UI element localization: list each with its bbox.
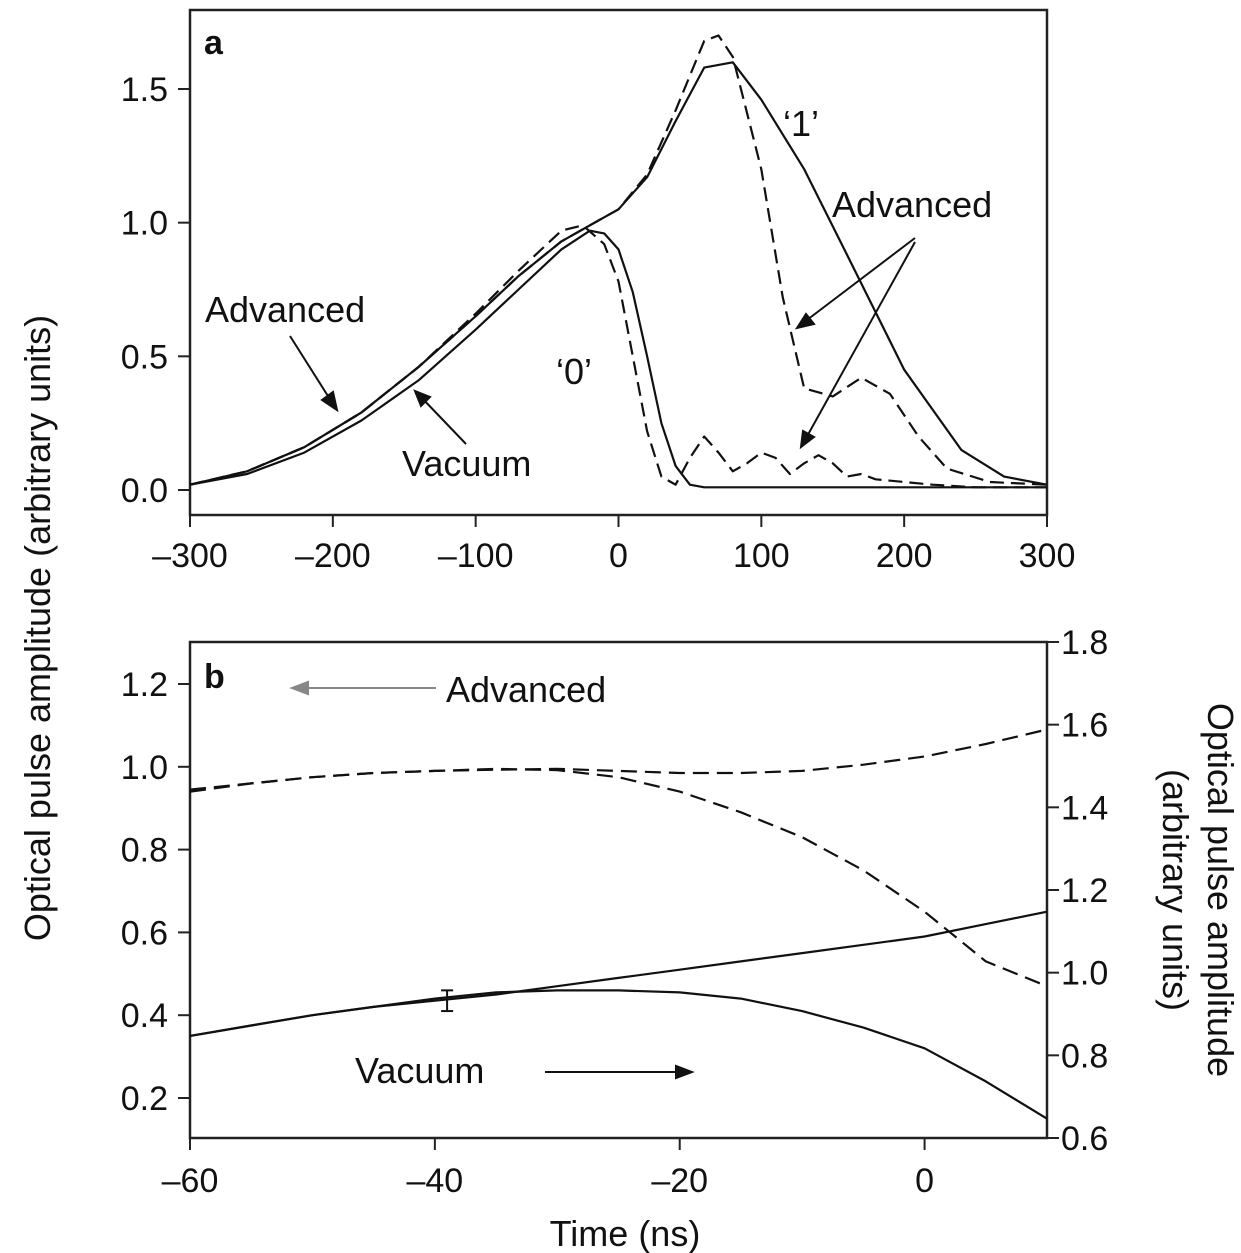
a-series-line-3 xyxy=(189,229,1047,489)
b-series-line-2 xyxy=(189,767,1048,988)
b-y-right-tick-label: 1.6 xyxy=(1061,707,1108,745)
panel-a-series xyxy=(189,34,1048,489)
b-y-left-tick-label: 1.0 xyxy=(121,749,168,787)
panel-a-ticks: –300 –200 –100 0 100 200 300 0.0 0.5 1.0 1.5 xyxy=(121,71,1076,575)
y-axis-title-right-line1: Optical pulse amplitude xyxy=(1200,703,1241,1077)
a-vacuum-arrow xyxy=(419,395,467,445)
a-advanced-right-arrowhead-lower xyxy=(799,429,816,450)
a-x-tick-label: –100 xyxy=(438,537,514,575)
a-advanced-right-label: Advanced xyxy=(832,184,992,225)
panel-b-frame xyxy=(188,640,1049,1140)
b-y-right-tick-label: 1.0 xyxy=(1061,955,1108,993)
b-y-right-tick-label: 1.8 xyxy=(1061,624,1108,662)
a-series-line-4 xyxy=(189,224,1047,489)
b-series-line-4 xyxy=(189,989,1048,1120)
b-y-left-tick-label: 0.2 xyxy=(121,1080,168,1118)
a-advanced-right-arrowhead-upper xyxy=(794,312,816,330)
b-y-right-tick-label: 1.4 xyxy=(1061,789,1108,827)
a-series-line-2 xyxy=(189,34,1048,486)
a-x-tick-label: –200 xyxy=(295,537,371,575)
a-advanced-left-arrowhead xyxy=(320,390,339,413)
a-advanced-right-arrow-upper xyxy=(802,237,916,324)
b-y-left-tick-label: 0.4 xyxy=(121,997,168,1035)
b-series-line-3 xyxy=(189,910,1048,1037)
a-advanced-left-label: Advanced xyxy=(205,289,365,330)
a-vacuum-label: Vacuum xyxy=(402,443,531,484)
b-y-right-tick-label: 1.2 xyxy=(1061,872,1108,910)
a-advanced-right-arrow-lower xyxy=(804,241,916,441)
a-y-tick-label: 1.5 xyxy=(121,71,168,109)
a-zero-label: ‘0’ xyxy=(556,351,592,392)
b-vacuum-label: Vacuum xyxy=(355,1050,484,1091)
b-x-tick-label: –60 xyxy=(162,1162,219,1200)
a-x-tick-label: –300 xyxy=(152,537,228,575)
b-advanced-arrowhead xyxy=(289,680,309,696)
a-y-tick-label: 1.0 xyxy=(121,205,168,243)
panel-b-series xyxy=(189,728,1048,1120)
a-y-tick-label: 0.0 xyxy=(121,472,168,510)
y-axis-title-left: Optical pulse amplitude (arbitrary units… xyxy=(17,315,58,941)
a-x-tick-label: 0 xyxy=(609,537,628,575)
b-y-right-tick-label: 0.6 xyxy=(1061,1120,1108,1158)
b-y-left-tick-label: 1.2 xyxy=(121,666,168,704)
a-one-label: ‘1’ xyxy=(783,103,819,144)
panel-b-letter: b xyxy=(204,658,225,696)
b-x-tick-label: 0 xyxy=(915,1162,934,1200)
b-y-left-tick-label: 0.6 xyxy=(121,914,168,952)
b-y-left-tick-label: 0.8 xyxy=(121,832,168,870)
a-advanced-left-arrow xyxy=(289,335,334,405)
a-x-tick-label: 100 xyxy=(733,537,790,575)
a-x-tick-label: 300 xyxy=(1019,537,1076,575)
a-x-tick-label: 200 xyxy=(876,537,933,575)
b-series-line-1 xyxy=(189,728,1048,793)
b-x-tick-label: –40 xyxy=(406,1162,463,1200)
panel-b-ticks: –60 –40 –20 0 0.2 0.4 0.6 0.8 1.0 1.2 0.6 0.8 1.0 1.2… xyxy=(121,624,1109,1200)
b-y-right-tick-label: 0.8 xyxy=(1061,1037,1108,1075)
y-axis-title-right-line2: (arbitrary units) xyxy=(1155,769,1196,1011)
panel-a-letter: a xyxy=(204,24,224,62)
a-series-line-1 xyxy=(189,61,1048,486)
a-vacuum-arrowhead xyxy=(413,389,432,408)
b-x-tick-label: –20 xyxy=(651,1162,708,1200)
x-axis-title: Time (ns) xyxy=(550,1213,701,1253)
b-advanced-label: Advanced xyxy=(446,669,606,710)
a-y-tick-label: 0.5 xyxy=(121,338,168,376)
b-vacuum-arrowhead xyxy=(675,1064,695,1080)
